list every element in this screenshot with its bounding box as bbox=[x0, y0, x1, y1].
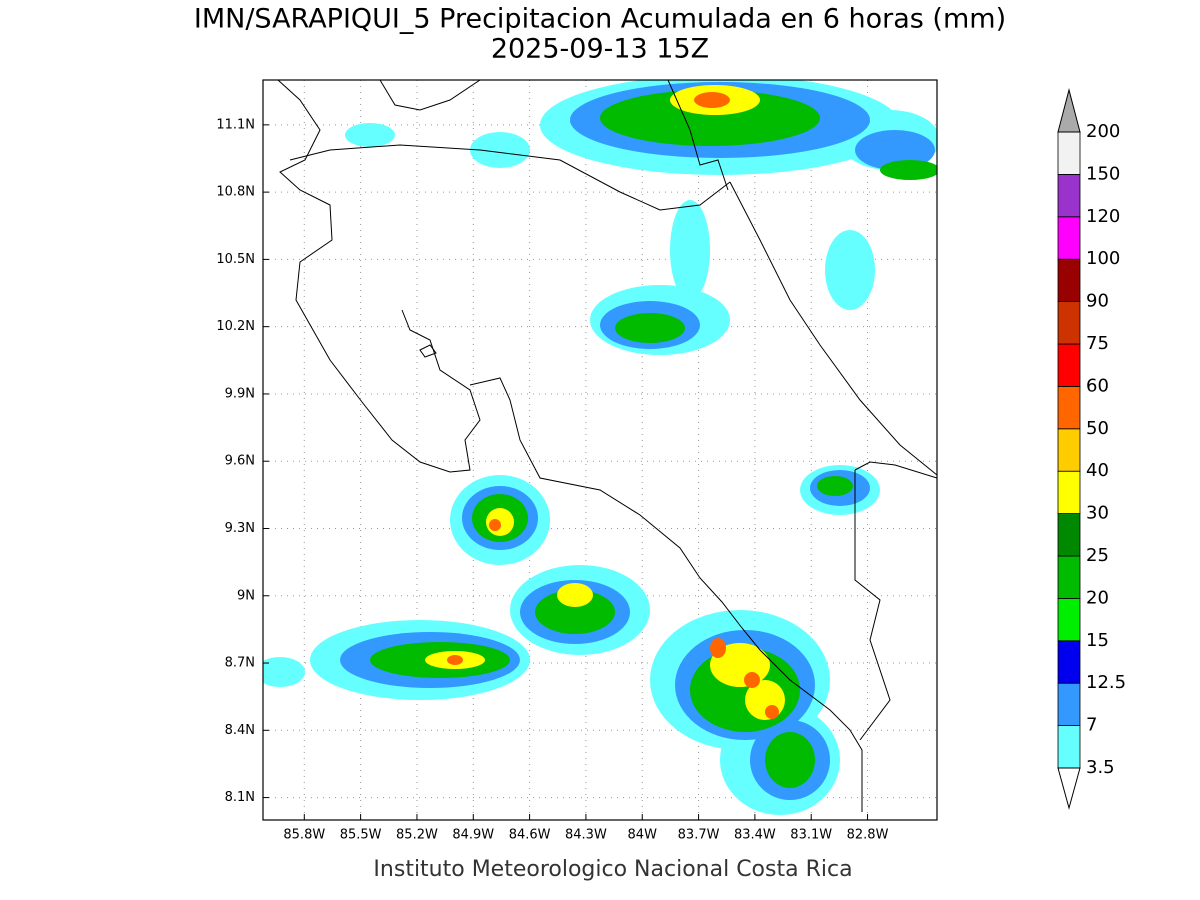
colorbar-label: 12.5 bbox=[1086, 672, 1126, 693]
y-tick-label: 9.6N bbox=[225, 454, 255, 469]
colorbar-swatch bbox=[1057, 385, 1081, 430]
colorbar-swatch bbox=[1057, 682, 1081, 727]
colorbar-swatch bbox=[1057, 258, 1081, 303]
coastline bbox=[277, 80, 937, 812]
grid bbox=[263, 80, 937, 820]
y-tick-label: 8.1N bbox=[225, 790, 255, 805]
x-tick-label: 84.3W bbox=[565, 828, 607, 843]
precip-field bbox=[263, 80, 937, 815]
colorbar-label: 100 bbox=[1086, 248, 1120, 269]
map-frame bbox=[262, 79, 938, 821]
x-tick-label: 83.1W bbox=[790, 828, 832, 843]
title: IMN/SARAPIQUI_5 Precipitacion Acumulada … bbox=[194, 4, 1006, 35]
colorbar-swatch bbox=[1057, 216, 1081, 260]
subtitle: 2025-09-13 15Z bbox=[491, 34, 709, 65]
x-tick-label: 84.9W bbox=[452, 828, 494, 843]
colorbar-swatch bbox=[1057, 725, 1081, 769]
y-tick-label: 10.2N bbox=[216, 319, 255, 334]
x-tick-label: 82.8W bbox=[847, 828, 889, 843]
footer: Instituto Meteorologico Nacional Costa R… bbox=[373, 857, 852, 882]
colorbar-label: 20 bbox=[1086, 587, 1109, 608]
colorbar-swatch bbox=[1057, 301, 1081, 345]
colorbar-label: 50 bbox=[1086, 418, 1109, 439]
colorbar-label: 7 bbox=[1086, 715, 1097, 736]
y-tick-label: 8.7N bbox=[225, 656, 255, 671]
colorbar-swatch bbox=[1057, 640, 1081, 684]
colorbar-label: 40 bbox=[1086, 460, 1109, 481]
colorbar-label: 30 bbox=[1086, 503, 1109, 524]
colorbar-label: 25 bbox=[1086, 545, 1109, 566]
x-tick-label: 85.8W bbox=[283, 828, 325, 843]
colorbar-label: 120 bbox=[1086, 206, 1120, 227]
x-tick-label: 84W bbox=[628, 828, 658, 843]
colorbar-label: 60 bbox=[1086, 375, 1109, 396]
y-tick-label: 9.3N bbox=[225, 521, 255, 536]
y-tick-label: 10.5N bbox=[216, 252, 255, 267]
x-tick-label: 84.6W bbox=[509, 828, 551, 843]
y-tick-label: 11.1N bbox=[216, 117, 255, 132]
y-tick-label: 9N bbox=[237, 588, 255, 603]
colorbar-label: 90 bbox=[1086, 291, 1109, 312]
colorbar-swatch bbox=[1057, 343, 1081, 387]
colorbar-swatch bbox=[1057, 428, 1081, 472]
colorbar-label: 3.5 bbox=[1086, 757, 1115, 778]
colorbar-over bbox=[1057, 88, 1081, 133]
colorbar-swatch bbox=[1057, 598, 1081, 642]
colorbar-label: 15 bbox=[1086, 630, 1109, 651]
precip-orange bbox=[447, 92, 779, 719]
colorbar-label: 75 bbox=[1086, 333, 1109, 354]
x-tick-label: 85.2W bbox=[396, 828, 438, 843]
colorbar-swatch bbox=[1057, 173, 1081, 218]
colorbar-label: 200 bbox=[1086, 121, 1120, 142]
y-tick-label: 8.4N bbox=[225, 723, 255, 738]
precip-cyan bbox=[263, 80, 937, 815]
x-tick-label: 85.5W bbox=[340, 828, 382, 843]
y-tick-label: 10.8N bbox=[216, 185, 255, 200]
x-tick-label: 83.7W bbox=[678, 828, 720, 843]
colorbar-swatch bbox=[1057, 131, 1081, 175]
colorbar-under bbox=[1057, 767, 1081, 810]
colorbar-label: 150 bbox=[1086, 163, 1120, 184]
y-tick-label: 9.9N bbox=[225, 386, 255, 401]
colorbar-swatch bbox=[1057, 555, 1081, 599]
x-tick-label: 83.4W bbox=[734, 828, 776, 843]
colorbar: 3.5 7 12.5 15 20 25 30 40 50 60 75 90 100 120 150 200 bbox=[1057, 88, 1126, 810]
colorbar-swatch bbox=[1057, 513, 1081, 557]
colorbar-swatch bbox=[1057, 470, 1081, 515]
